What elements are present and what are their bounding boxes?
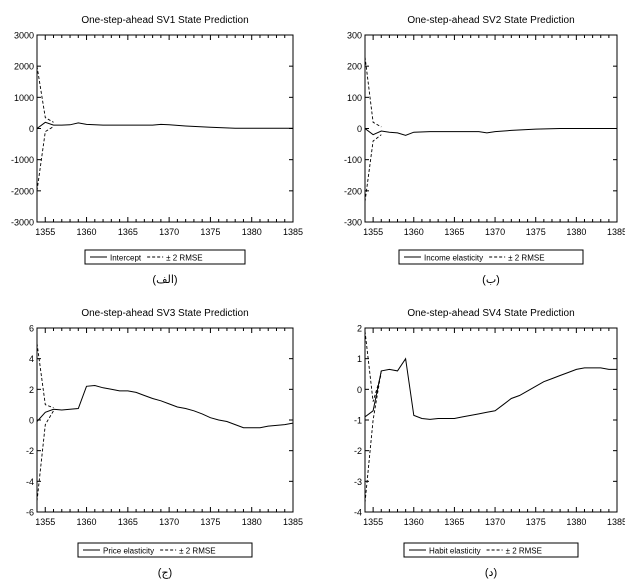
y-tick-label: 0 (29, 416, 34, 426)
y-tick-label: -3 (354, 477, 362, 487)
x-tick-label: 1385 (607, 517, 625, 527)
y-tick-label: -2 (26, 446, 34, 456)
x-tick-label: 1360 (404, 517, 424, 527)
x-tick-label: 1380 (242, 227, 262, 237)
chart-panel-2: One-step-ahead SV2 State Prediction -300 -… (344, 15, 625, 286)
chart-panel-4: One-step-ahead SV4 State Prediction -4 -3 -… (354, 308, 625, 579)
x-tick-label: 1355 (35, 227, 55, 237)
x-tick-label: 1385 (283, 227, 303, 237)
x-tick-label: 1380 (566, 517, 586, 527)
x-tick-label: 1355 (363, 227, 383, 237)
x-tick-label: 1365 (444, 517, 464, 527)
x-tick-label: 1360 (77, 517, 97, 527)
legend: Price elasticity ± 2 RMSE (77, 542, 253, 558)
chart-panel-1: One-step-ahead SV1 State Prediction -3000… (11, 15, 303, 286)
chart-title: One-step-ahead SV4 State Prediction (407, 308, 574, 319)
chart-panel-3: One-step-ahead SV3 State Prediction -6 -4 -… (26, 308, 303, 579)
legend-series-name: Intercept (110, 254, 142, 263)
rmse-band-line (37, 66, 54, 123)
y-tick-label: 2 (29, 385, 34, 395)
state-prediction-line (37, 384, 293, 429)
x-tick-label: 1380 (566, 227, 586, 237)
y-tick-label: 100 (347, 93, 362, 103)
x-tick-label: 1355 (363, 517, 383, 527)
legend: Habit elasticity ± 2 RMSE (403, 542, 579, 558)
y-tick-label: 3000 (14, 31, 34, 41)
y-tick-label: 200 (347, 62, 362, 72)
rmse-band-line (365, 331, 382, 402)
legend-series-name: Habit elasticity (429, 547, 481, 556)
chart-title: One-step-ahead SV1 State Prediction (81, 15, 248, 26)
y-tick-label: -4 (354, 508, 362, 518)
chart-title: One-step-ahead SV2 State Prediction (407, 15, 574, 26)
plot-frame (364, 327, 618, 513)
panel-label: (الف) (152, 274, 177, 286)
rmse-band-line (365, 370, 382, 503)
y-tick-label: -4 (26, 477, 34, 487)
y-tick-label: -2 (354, 446, 362, 456)
panel-label: (د) (485, 567, 497, 579)
legend: Income elasticity ± 2 RMSE (398, 249, 584, 265)
legend-rmse-name: ± 2 RMSE (179, 547, 215, 556)
y-tick-label: 1000 (14, 93, 34, 103)
legend-series-name: Income elasticity (424, 254, 483, 263)
y-tick-label: 0 (357, 385, 362, 395)
legend-rmse-name: ± 2 RMSE (166, 254, 202, 263)
rmse-band-line (365, 134, 382, 202)
y-tick-label: 2000 (14, 62, 34, 72)
legend-series-name: Price elasticity (103, 547, 154, 556)
legend-rmse-name: ± 2 RMSE (506, 547, 542, 556)
y-tick-label: 4 (29, 354, 34, 364)
x-tick-label: 1355 (35, 517, 55, 527)
x-tick-label: 1365 (118, 227, 138, 237)
x-tick-label: 1385 (607, 227, 625, 237)
x-tick-label: 1370 (485, 227, 505, 237)
x-tick-label: 1370 (485, 517, 505, 527)
x-tick-label: 1385 (283, 517, 303, 527)
y-tick-label: -3000 (11, 218, 34, 228)
legend: Intercept ± 2 RMSE (84, 249, 246, 265)
x-tick-label: 1375 (200, 517, 220, 527)
x-tick-label: 1375 (526, 517, 546, 527)
y-tick-label: 300 (347, 31, 362, 41)
rmse-band-line (37, 410, 54, 502)
y-tick-label: -200 (344, 186, 362, 196)
panel-label: (ج) (158, 567, 172, 579)
chart-title: One-step-ahead SV3 State Prediction (81, 308, 248, 319)
y-tick-label: 0 (357, 124, 362, 134)
x-tick-label: 1365 (444, 227, 464, 237)
plot-frame (36, 327, 294, 513)
x-tick-label: 1360 (404, 227, 424, 237)
panel-label: (ب) (482, 274, 500, 286)
y-tick-label: -6 (26, 508, 34, 518)
x-tick-label: 1375 (526, 227, 546, 237)
state-prediction-line (37, 121, 293, 129)
rmse-band-line (37, 126, 54, 191)
y-tick-label: -2000 (11, 186, 34, 196)
y-tick-label: -1 (354, 416, 362, 426)
y-tick-label: -100 (344, 155, 362, 165)
y-tick-label: -300 (344, 218, 362, 228)
y-tick-label: 2 (357, 324, 362, 334)
y-tick-label: -1000 (11, 155, 34, 165)
x-tick-label: 1360 (77, 227, 97, 237)
x-tick-label: 1380 (242, 517, 262, 527)
x-tick-label: 1370 (159, 517, 179, 527)
y-tick-label: 0 (29, 124, 34, 134)
legend-rmse-name: ± 2 RMSE (508, 254, 544, 263)
y-tick-label: 6 (29, 324, 34, 334)
x-tick-label: 1365 (118, 517, 138, 527)
state-prediction-line (365, 128, 617, 136)
state-prediction-line (365, 357, 617, 420)
rmse-band-line (37, 343, 54, 409)
rmse-band-line (365, 56, 382, 128)
x-tick-label: 1370 (159, 227, 179, 237)
x-tick-label: 1375 (200, 227, 220, 237)
y-tick-label: 1 (357, 354, 362, 364)
